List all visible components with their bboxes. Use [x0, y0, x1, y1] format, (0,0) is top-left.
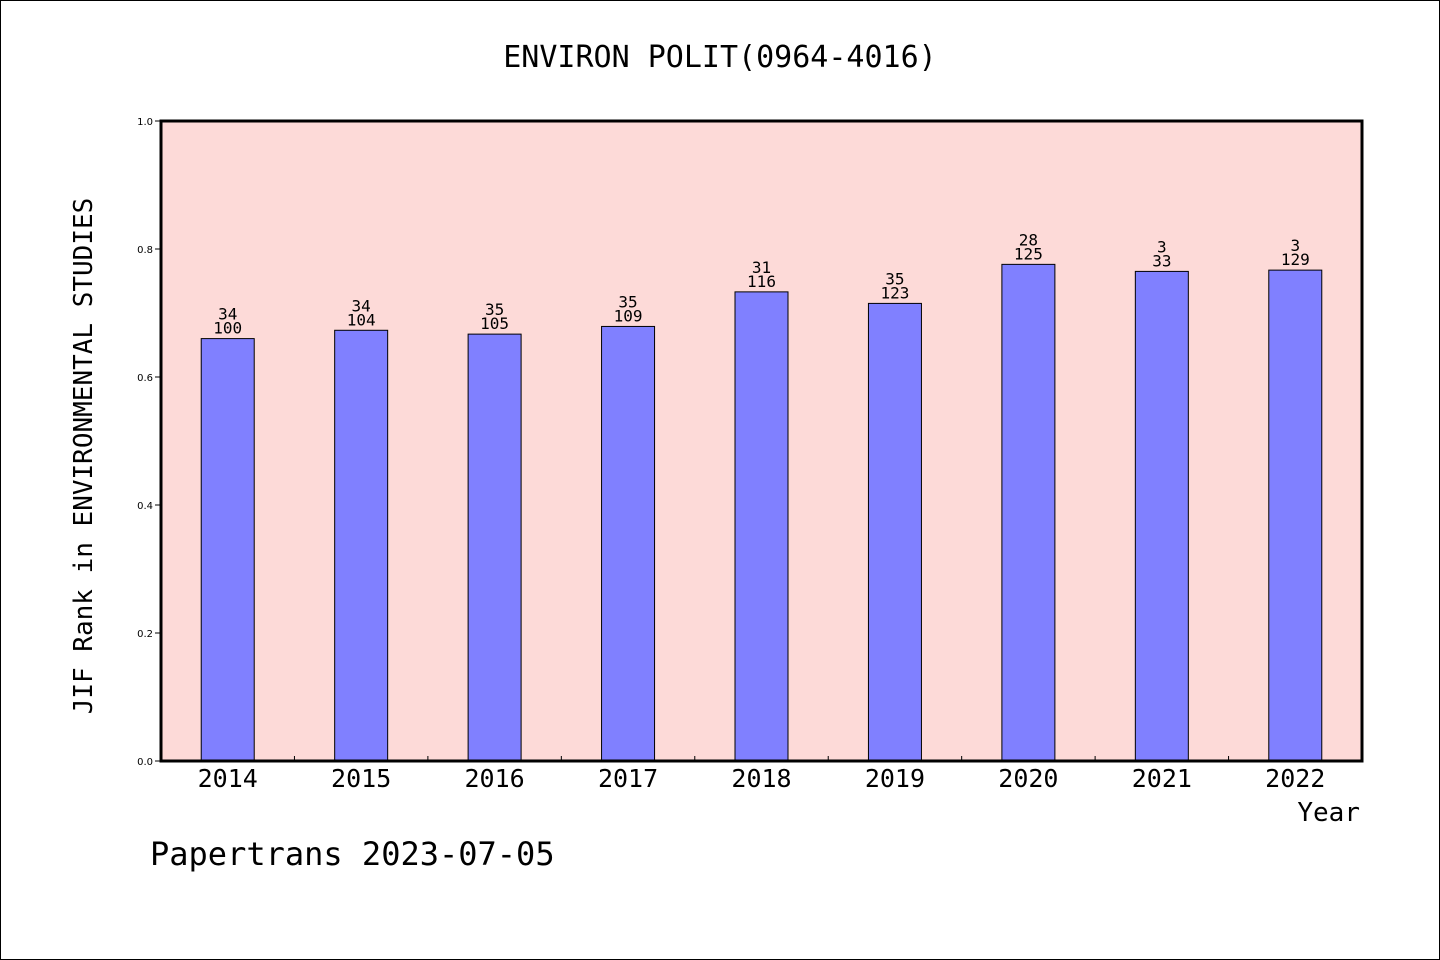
bar-total-label: 116 — [747, 272, 776, 291]
x-axis: 2014 2015 2016 2017 2018 2019 2020 2021 2022 — [198, 756, 1325, 793]
x-tick-label: 2018 — [731, 764, 791, 793]
bar-total-label: 100 — [213, 319, 242, 338]
bar-2015 — [334, 329, 389, 762]
bar-total-label: 129 — [1281, 250, 1310, 269]
bar-total-label: 104 — [347, 310, 376, 329]
chart-title: ENVIRON POLIT(0964-4016) — [503, 40, 936, 75]
x-tick-label: 2022 — [1265, 764, 1325, 793]
x-tick-label: 2015 — [331, 764, 391, 793]
bar-total-label: 33 — [1152, 251, 1171, 270]
bar-total-label: 109 — [614, 306, 643, 325]
x-axis-label: Year — [1297, 798, 1360, 828]
bar-2018 — [734, 291, 789, 762]
bar-2019 — [867, 302, 922, 762]
y-axis: 0.0 0.2 0.4 0.6 0.8 1.0 — [137, 117, 161, 768]
bar-rank-label: 28 — [1019, 230, 1038, 249]
bar-total-label: 123 — [880, 283, 909, 302]
x-tick-label: 2019 — [865, 764, 925, 793]
bar-rank-label: 35 — [885, 269, 904, 288]
bar-rank-label: 3 — [1157, 237, 1167, 256]
bar-total-label: 105 — [480, 314, 509, 333]
bar-rank-label: 35 — [485, 300, 504, 319]
y-tick-label: 0.2 — [137, 629, 153, 640]
bar-total-label: 125 — [1014, 244, 1043, 263]
x-tick-label: 2020 — [998, 764, 1058, 793]
bar-2016 — [467, 333, 522, 762]
bar-2017 — [601, 325, 656, 762]
bar-rank-label: 3 — [1290, 236, 1300, 255]
bar-rank-label: 34 — [218, 305, 237, 324]
y-axis-label: JIF Rank in ENVIRONMENTAL STUDIES — [69, 198, 99, 715]
y-tick-label: 1.0 — [137, 117, 153, 128]
bar-2020 — [1001, 263, 1056, 762]
bar-rank-label: 35 — [618, 292, 637, 311]
bar-2014 — [200, 338, 255, 762]
y-tick-label: 0.6 — [137, 373, 153, 384]
y-tick-label: 0.0 — [137, 757, 153, 768]
bar-2021 — [1134, 270, 1189, 762]
bar-2022 — [1268, 269, 1323, 762]
x-tick-label: 2017 — [598, 764, 658, 793]
x-tick-label: 2016 — [465, 764, 525, 793]
credit-text: Papertrans 2023-07-05 — [150, 835, 555, 873]
y-tick-label: 0.8 — [137, 245, 153, 256]
bar-rank-label: 31 — [752, 258, 771, 277]
y-tick-label: 0.4 — [137, 501, 153, 512]
x-tick-label: 2014 — [198, 764, 258, 793]
plot-border — [159, 119, 1364, 763]
bar-rank-label: 34 — [352, 296, 371, 315]
x-tick-label: 2021 — [1132, 764, 1192, 793]
